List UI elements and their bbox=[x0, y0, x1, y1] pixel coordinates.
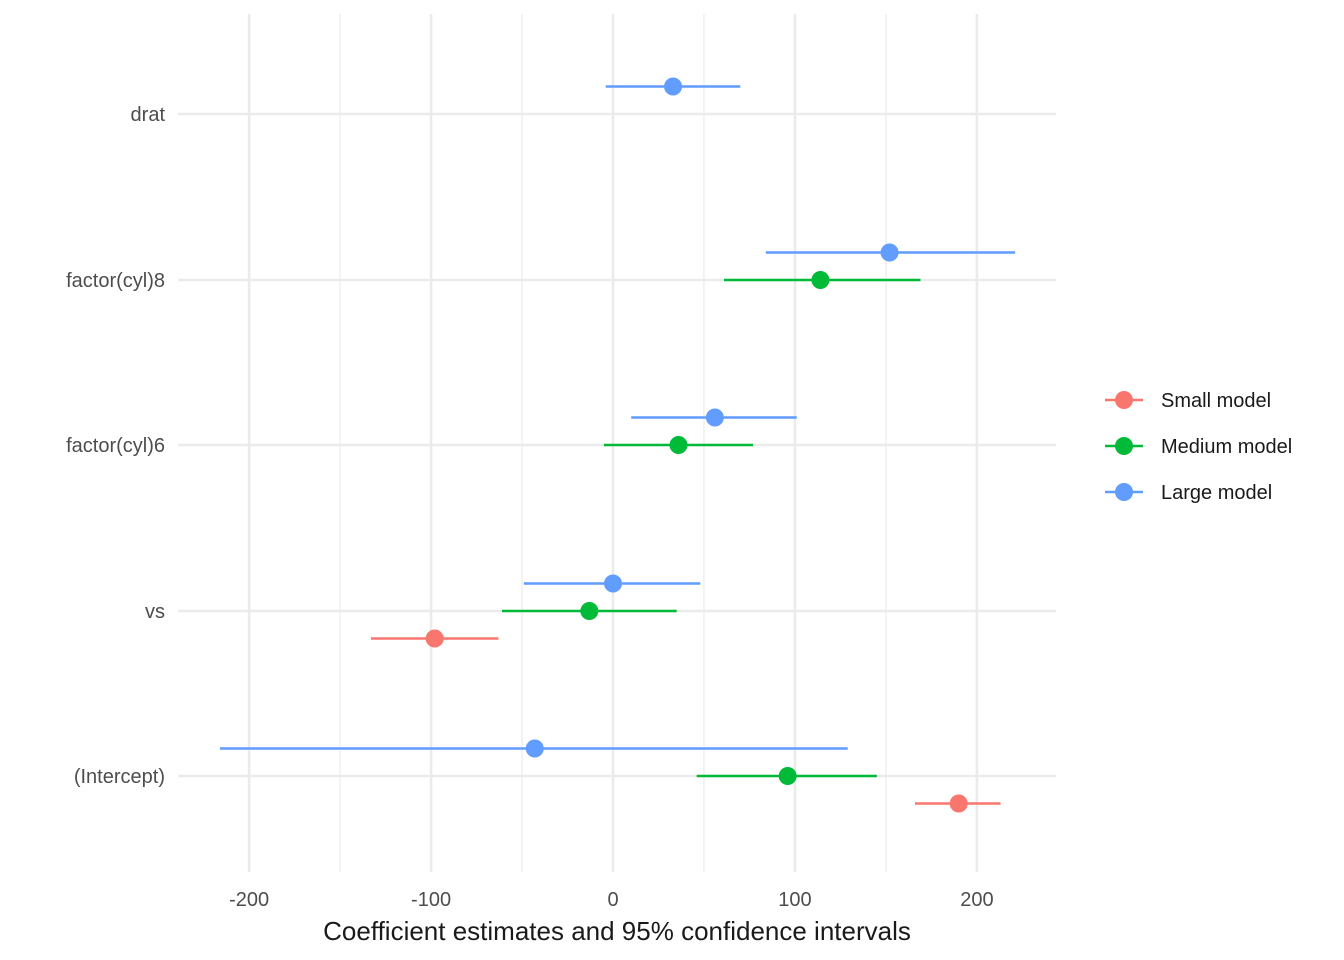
point bbox=[664, 77, 683, 96]
legend-label: Medium model bbox=[1161, 436, 1292, 458]
point bbox=[604, 574, 622, 593]
legend-key-point bbox=[1115, 391, 1133, 409]
x-axis-title: Coefficient estimates and 95% confidence… bbox=[323, 916, 911, 946]
legend: Small model Medium model Large model bbox=[1105, 390, 1292, 504]
y-tick-label: factor(cyl)6 bbox=[66, 435, 165, 457]
series-layer bbox=[219, 77, 1016, 813]
point bbox=[669, 436, 688, 454]
legend-key-point bbox=[1115, 483, 1133, 501]
point bbox=[949, 794, 968, 813]
y-tick-label: factor(cyl)8 bbox=[66, 270, 165, 292]
y-tick-label: drat bbox=[131, 104, 166, 126]
x-tick-label: 0 bbox=[607, 889, 618, 911]
y-tick-label: vs bbox=[145, 601, 165, 623]
grid-major bbox=[178, 14, 1056, 872]
point bbox=[580, 602, 599, 620]
legend-label: Large model bbox=[1161, 482, 1272, 504]
grid-minor bbox=[339, 14, 887, 872]
x-tick-label: 200 bbox=[960, 889, 993, 911]
point bbox=[778, 767, 797, 785]
y-tick-label: (Intercept) bbox=[74, 766, 165, 788]
x-tick-labels: -200 -100 0 100 200 bbox=[229, 889, 994, 911]
point bbox=[880, 243, 899, 262]
x-tick-label: -100 bbox=[411, 889, 451, 911]
x-tick-label: 100 bbox=[778, 889, 811, 911]
legend-key-point bbox=[1115, 437, 1133, 455]
x-tick-label: -200 bbox=[229, 889, 269, 911]
point bbox=[705, 408, 724, 427]
point bbox=[525, 739, 544, 758]
legend-label: Small model bbox=[1161, 390, 1271, 412]
point bbox=[425, 629, 444, 648]
point bbox=[811, 271, 830, 289]
y-tick-labels: (Intercept) vs factor(cyl)6 factor(cyl)8 dra… bbox=[66, 104, 165, 788]
